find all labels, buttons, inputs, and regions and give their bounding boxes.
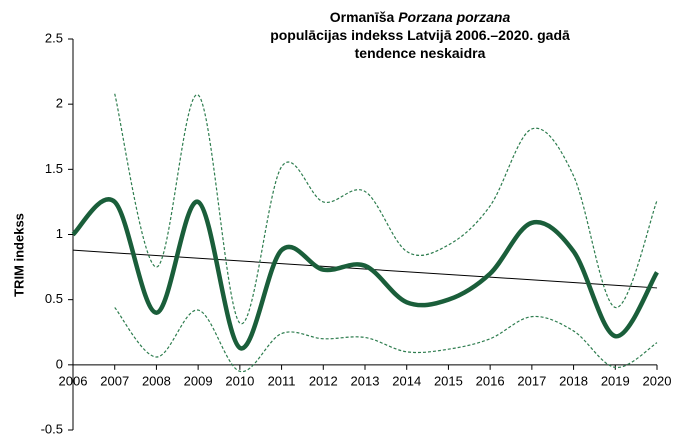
y-tick-label: 0.5 <box>45 291 63 306</box>
x-tick-label: 2009 <box>184 373 213 388</box>
series-line <box>114 93 658 324</box>
trend-line <box>72 249 658 289</box>
y-tick-label: -0.5 <box>41 421 63 435</box>
x-tick-label: 2013 <box>351 373 380 388</box>
series-line <box>71 197 659 351</box>
y-axis-label: TRIM indekss <box>11 213 26 297</box>
chart-title: populācijas indekss Latvijā 2006.–2020. … <box>270 27 570 43</box>
y-tick-label: 1.5 <box>45 161 63 176</box>
x-tick-label: 2017 <box>517 373 546 388</box>
title-part: Porzana porzana <box>398 9 510 25</box>
x-tick-label: 2011 <box>268 373 296 388</box>
y-tick-label: 1 <box>56 226 63 241</box>
x-tick-label: 2010 <box>225 373 254 388</box>
title-part: populācijas indekss Latvijā 2006.–2020. … <box>270 27 570 43</box>
y-tick-label: 2 <box>56 96 63 111</box>
x-tick-label: 2012 <box>309 373 338 388</box>
x-tick-label: 2018 <box>559 373 588 388</box>
title-part: Ormanīša <box>330 9 398 25</box>
x-tick-label: 2006 <box>59 373 88 388</box>
x-tick-label: 2016 <box>476 373 505 388</box>
y-tick-label: 0 <box>56 356 63 371</box>
chart-title: Ormanīša Porzana porzana <box>330 9 511 25</box>
x-tick-label: 2007 <box>100 373 129 388</box>
x-tick-label: 2008 <box>142 373 171 388</box>
series-line <box>114 307 658 372</box>
chart-title: tendence neskaidra <box>355 45 486 61</box>
x-tick-label: 2019 <box>601 373 630 388</box>
y-tick-label: 2.5 <box>45 30 63 45</box>
x-tick-label: 2015 <box>434 373 463 388</box>
title-part: tendence neskaidra <box>355 45 486 61</box>
x-tick-label: 2014 <box>392 373 421 388</box>
x-tick-label: 2020 <box>643 373 672 388</box>
